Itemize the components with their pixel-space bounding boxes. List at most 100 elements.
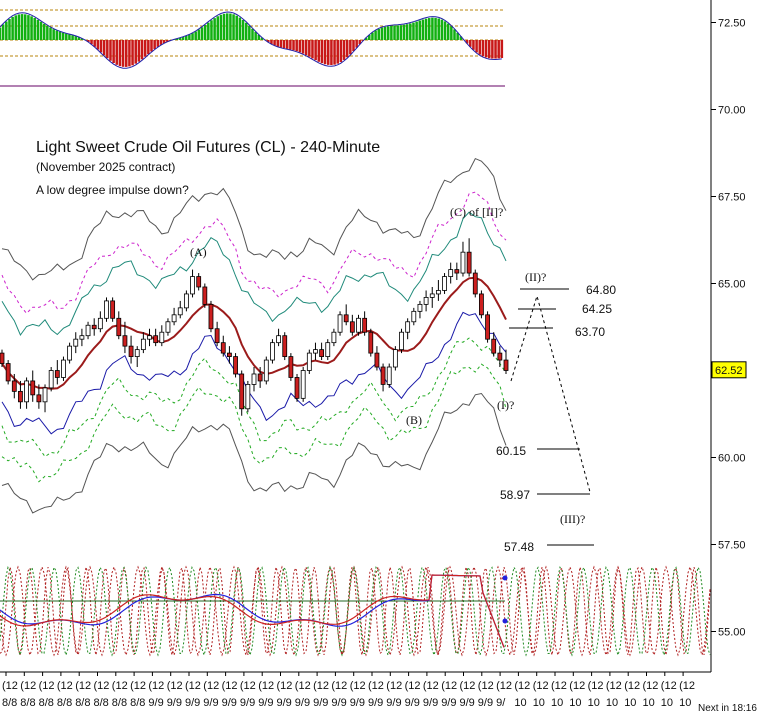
x-tick-label: (12 xyxy=(313,680,329,692)
wave-label-b: (B) xyxy=(406,413,422,427)
candle xyxy=(128,335,134,364)
x-date-label: 9/9 xyxy=(386,697,401,709)
moving-average-line xyxy=(1,276,507,390)
x-tick-label: (12 xyxy=(94,680,110,692)
x-tick-label: (12 xyxy=(2,680,18,692)
oscillator-dot xyxy=(502,575,508,581)
top-histogram-panel xyxy=(0,9,505,87)
candle xyxy=(503,349,509,374)
candle xyxy=(104,297,109,322)
x-date-label: 9/9 xyxy=(185,697,200,709)
candle xyxy=(263,356,269,385)
x-tick-label: (12 xyxy=(514,680,530,692)
candle xyxy=(294,373,300,402)
candle xyxy=(18,380,23,409)
candle xyxy=(42,384,48,413)
candle xyxy=(140,332,146,354)
candle xyxy=(368,328,374,357)
candle xyxy=(85,321,91,340)
cycle-wave xyxy=(0,566,711,656)
candle xyxy=(306,349,312,374)
x-date-label: 9/9 xyxy=(350,697,365,709)
candle xyxy=(349,314,355,336)
x-date-label: 10 xyxy=(588,697,600,709)
x-date-label: 8/8 xyxy=(57,697,72,709)
x-tick-label: (12 xyxy=(240,680,256,692)
x-tick-label: (12 xyxy=(386,680,402,692)
candle xyxy=(485,311,490,343)
candle xyxy=(276,328,281,347)
x-date-label: 10 xyxy=(514,697,526,709)
candle xyxy=(319,342,325,361)
chart-title: Light Sweet Crude Oil Futures (CL) - 240… xyxy=(36,139,380,156)
x-date-label: 9/9 xyxy=(460,697,475,709)
candle xyxy=(159,325,165,347)
candlestick-series xyxy=(0,238,509,416)
candle xyxy=(48,367,54,392)
x-tick-label: (12 xyxy=(643,680,659,692)
candle xyxy=(11,373,17,399)
candle xyxy=(30,370,36,402)
x-date-label: 8/8 xyxy=(75,697,90,709)
oscillator-dot xyxy=(502,618,508,624)
candle xyxy=(24,377,29,409)
x-date-label: 10 xyxy=(569,697,581,709)
x-tick-label: (12 xyxy=(588,680,604,692)
x-tick-label: (12 xyxy=(350,680,366,692)
projected-path xyxy=(510,294,591,493)
candle xyxy=(171,307,177,326)
envelope-band-line xyxy=(1,392,507,514)
x-date-label: 9/9 xyxy=(478,697,493,709)
next-bar-countdown: Next in 18:16 xyxy=(698,703,757,714)
x-date-label: 10 xyxy=(606,697,618,709)
x-tick-label: (12 xyxy=(533,680,549,692)
candle xyxy=(429,286,435,308)
candle xyxy=(497,346,503,368)
candle xyxy=(460,241,466,277)
x-date-label: 9/9 xyxy=(405,697,420,709)
x-tick-label: (12 xyxy=(75,680,91,692)
envelope-bands xyxy=(1,157,507,514)
cycle-wave xyxy=(0,566,711,657)
candle xyxy=(270,339,275,364)
y-tick-label: 72.50 xyxy=(718,18,746,30)
x-tick-label: (12 xyxy=(130,680,146,692)
x-tick-label: (12 xyxy=(679,680,695,692)
candle xyxy=(54,360,60,385)
candle xyxy=(417,300,423,319)
target-label-5897: 58.97 xyxy=(500,488,530,502)
moving-average xyxy=(1,276,507,390)
candle xyxy=(448,262,454,284)
x-tick-label: (12 xyxy=(258,680,274,692)
x-tick-label: (12 xyxy=(661,680,677,692)
wave-label-iii: (III)? xyxy=(560,512,585,526)
candle xyxy=(196,273,202,291)
candle xyxy=(472,269,478,298)
x-tick-label: (12 xyxy=(112,680,128,692)
x-tick-label: (12 xyxy=(368,680,384,692)
candle xyxy=(220,335,226,357)
candle xyxy=(190,269,195,298)
x-tick-label: (12 xyxy=(167,680,183,692)
y-tick-label: 60.00 xyxy=(718,453,746,465)
candle xyxy=(423,290,429,312)
candle xyxy=(479,290,484,319)
envelope-band-line xyxy=(1,337,507,458)
x-date-label: 9/9 xyxy=(148,697,163,709)
histogram-signal-line xyxy=(0,11,502,69)
candle xyxy=(337,311,343,336)
candle xyxy=(36,384,42,409)
wave-label-a: (A) xyxy=(190,245,207,259)
candle xyxy=(214,321,220,347)
candle xyxy=(147,328,152,347)
target-label-6480: 64.80 xyxy=(586,283,616,297)
x-tick-label: (12 xyxy=(496,680,512,692)
candle xyxy=(122,321,128,354)
x-tick-label: (12 xyxy=(331,680,347,692)
candle xyxy=(110,297,116,322)
x-date-label: 9/9 xyxy=(423,697,438,709)
x-date-label: 9/ xyxy=(496,697,506,709)
x-tick-label: (12 xyxy=(222,680,238,692)
candle xyxy=(386,363,392,388)
